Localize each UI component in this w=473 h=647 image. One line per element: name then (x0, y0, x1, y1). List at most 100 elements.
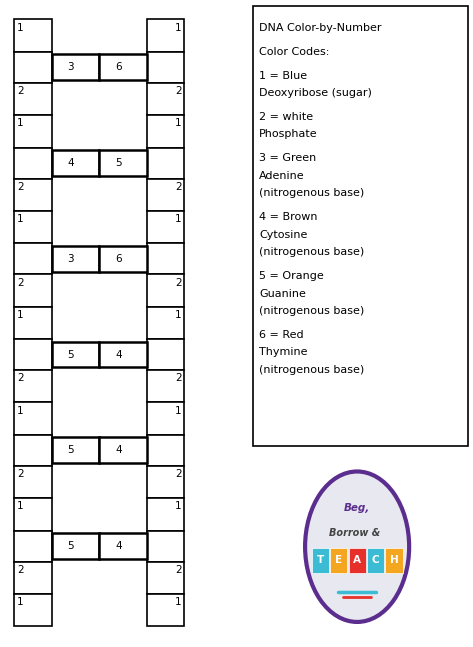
Text: 1: 1 (175, 23, 182, 32)
Text: (nitrogenous base): (nitrogenous base) (259, 306, 365, 316)
Text: 5 = Orange: 5 = Orange (259, 271, 324, 281)
Text: 2: 2 (17, 278, 24, 287)
Text: 6: 6 (115, 62, 122, 72)
Bar (147, 402, 184, 435)
Bar (147, 466, 184, 498)
Text: 2: 2 (175, 86, 182, 96)
Text: (nitrogenous base): (nitrogenous base) (259, 247, 365, 257)
Text: 5: 5 (68, 349, 74, 360)
Bar (14, 52, 52, 83)
Bar (147, 435, 184, 466)
Text: 2: 2 (175, 469, 182, 479)
Text: DNA Color-by-Number: DNA Color-by-Number (259, 23, 382, 32)
Bar (14, 531, 52, 562)
Bar (99, 533, 147, 559)
Text: 1: 1 (17, 214, 24, 224)
Text: Thymine: Thymine (259, 347, 308, 357)
Ellipse shape (305, 472, 409, 622)
Bar (147, 179, 184, 211)
Bar (52, 54, 99, 80)
Bar (312, 548, 329, 573)
Bar (147, 339, 184, 370)
Text: 2: 2 (17, 86, 24, 96)
Bar (52, 533, 99, 559)
Text: 3: 3 (68, 254, 74, 264)
Text: 1: 1 (17, 310, 24, 320)
Bar (14, 498, 52, 531)
Text: (nitrogenous base): (nitrogenous base) (259, 365, 365, 375)
Text: 1: 1 (175, 501, 182, 511)
Text: 1: 1 (175, 310, 182, 320)
Bar (14, 19, 52, 52)
Bar (14, 370, 52, 402)
Bar (14, 594, 52, 626)
Text: T: T (316, 555, 324, 565)
Text: 4: 4 (115, 445, 122, 455)
Bar (147, 594, 184, 626)
Text: 2: 2 (17, 373, 24, 383)
Text: 2: 2 (175, 278, 182, 287)
Bar (147, 498, 184, 531)
Bar (14, 562, 52, 594)
Text: 1: 1 (175, 214, 182, 224)
Text: 1 = Blue: 1 = Blue (259, 71, 307, 80)
Text: 2: 2 (17, 469, 24, 479)
Bar (99, 150, 147, 176)
Bar (147, 307, 184, 339)
Bar (14, 83, 52, 115)
Bar (14, 339, 52, 370)
Text: 1: 1 (175, 118, 182, 128)
Bar (14, 435, 52, 466)
Bar (147, 83, 184, 115)
Bar (14, 402, 52, 435)
Bar (349, 548, 366, 573)
Bar (147, 19, 184, 52)
Text: E: E (335, 555, 342, 565)
Text: 1: 1 (17, 118, 24, 128)
Bar (147, 370, 184, 402)
Bar (147, 211, 184, 243)
Bar (99, 342, 147, 367)
Text: 1: 1 (17, 23, 24, 32)
Text: 2 = white: 2 = white (259, 112, 313, 122)
Text: C: C (372, 555, 379, 565)
Bar (147, 52, 184, 83)
Text: 5: 5 (115, 158, 122, 168)
Text: Deoxyribose (sugar): Deoxyribose (sugar) (259, 88, 372, 98)
Text: 2: 2 (175, 373, 182, 383)
Text: 6: 6 (115, 254, 122, 264)
Text: 1: 1 (17, 597, 24, 607)
Bar (147, 562, 184, 594)
Text: Color Codes:: Color Codes: (259, 47, 330, 56)
Bar (99, 437, 147, 463)
Bar (253, 6, 468, 446)
Bar (14, 179, 52, 211)
Text: 1: 1 (17, 406, 24, 415)
Bar (14, 243, 52, 274)
Bar (52, 342, 99, 367)
Bar (14, 148, 52, 179)
Text: 5: 5 (68, 445, 74, 455)
Bar (147, 274, 184, 307)
Bar (14, 274, 52, 307)
Bar (99, 246, 147, 272)
Bar (385, 548, 403, 573)
Text: 2: 2 (175, 182, 182, 192)
Bar (52, 246, 99, 272)
Bar (147, 531, 184, 562)
Text: Beg,: Beg, (344, 503, 370, 512)
Bar (14, 307, 52, 339)
Text: 3: 3 (68, 62, 74, 72)
Text: 1: 1 (175, 597, 182, 607)
Bar (14, 211, 52, 243)
Text: A: A (353, 555, 361, 565)
Text: 1: 1 (17, 501, 24, 511)
Bar (330, 548, 347, 573)
Bar (99, 54, 147, 80)
Bar (147, 148, 184, 179)
Text: 2: 2 (17, 182, 24, 192)
Text: Cytosine: Cytosine (259, 230, 307, 239)
Bar (14, 466, 52, 498)
Text: Adenine: Adenine (259, 171, 305, 181)
Bar (52, 437, 99, 463)
